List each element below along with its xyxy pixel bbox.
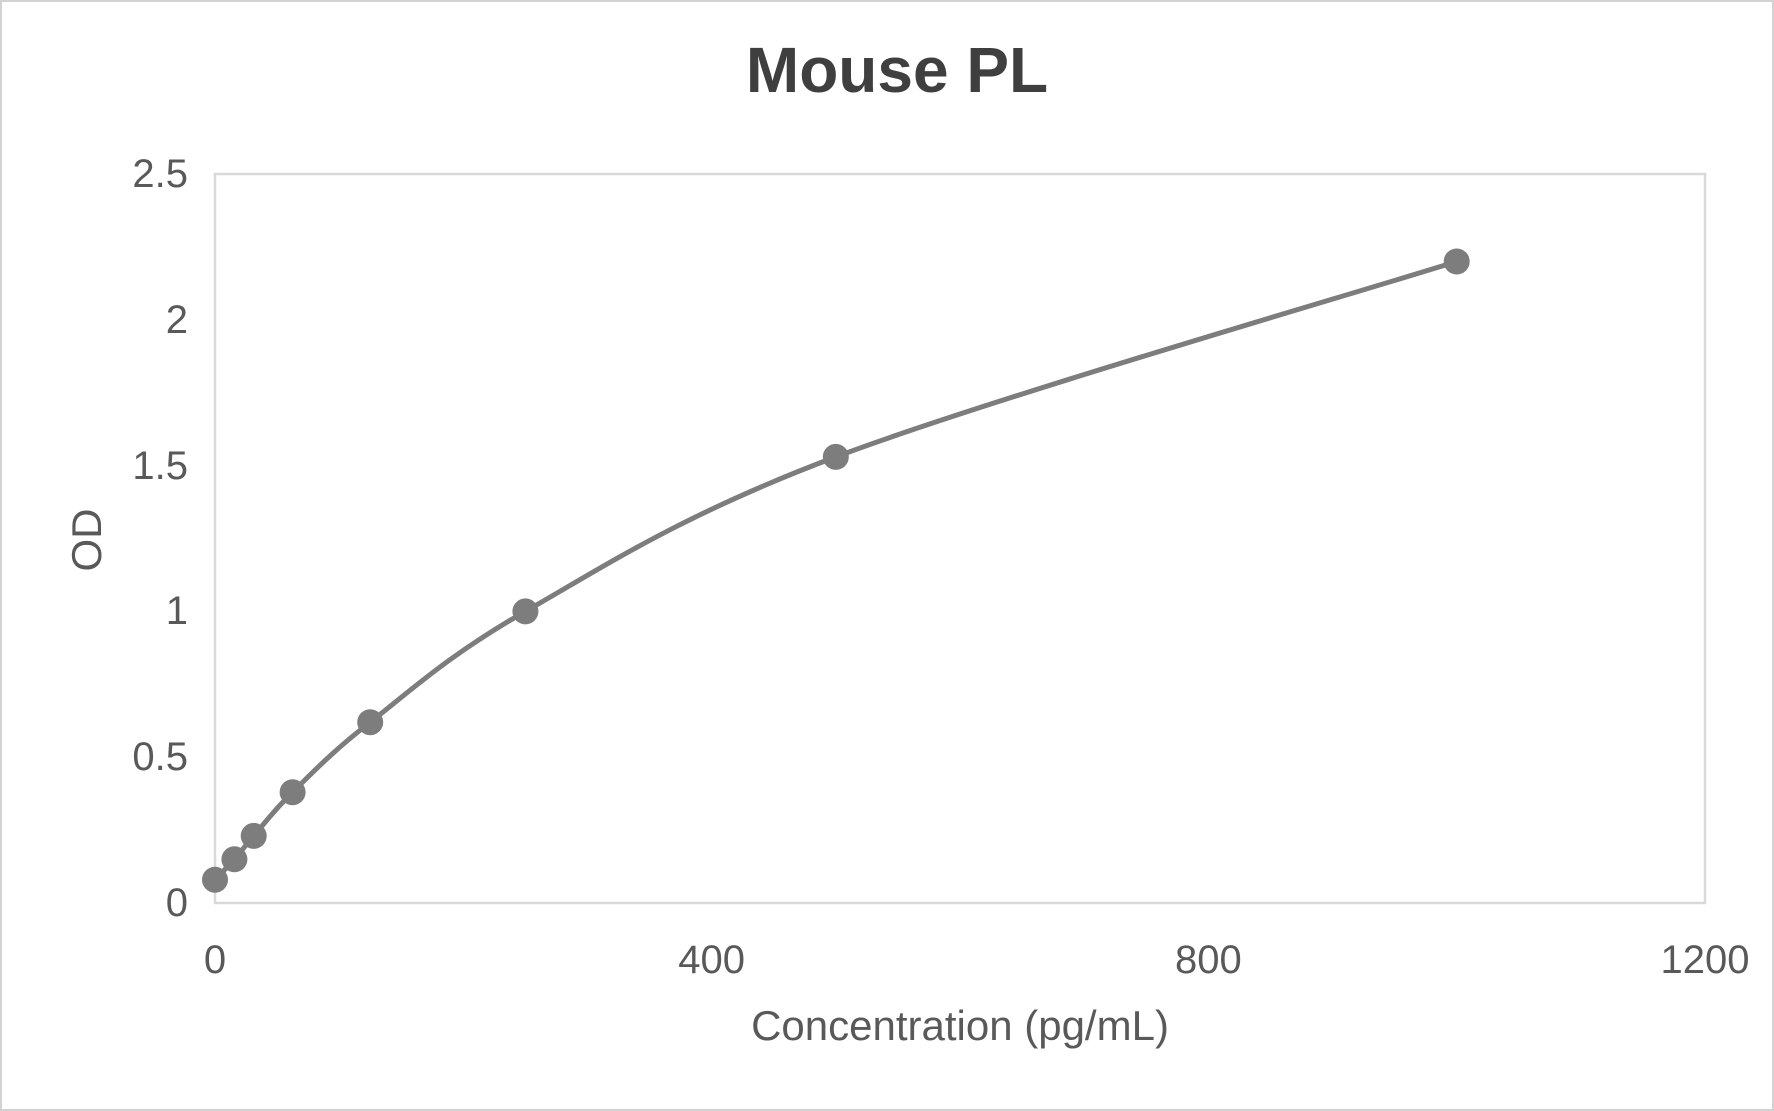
data-point-marker [221, 846, 248, 873]
data-point-marker [202, 866, 228, 893]
data-point-marker [240, 822, 267, 849]
data-point-marker [512, 598, 539, 625]
data-point-marker [279, 779, 306, 806]
data-point-marker [822, 443, 849, 470]
y-axis-tick-label: 0.5 [132, 735, 188, 780]
y-axis-tick-label: 2.5 [132, 152, 188, 196]
y-axis-tick-label: 0 [165, 881, 188, 925]
data-point-marker [1443, 248, 1470, 275]
y-axis-title: OD [63, 508, 110, 572]
x-axis-tick-label: 1200 [1660, 938, 1750, 982]
x-axis-tick-label: 0 [203, 938, 227, 982]
y-axis-tick-label: 1 [165, 589, 188, 634]
data-point-marker [357, 709, 384, 736]
plot-area-border [213, 172, 1707, 905]
standard-curve-line [212, 259, 1460, 883]
x-axis-tick-label: 800 [1174, 938, 1242, 982]
y-axis-tick-label: 2 [165, 297, 188, 342]
chart-title: Mouse PL [745, 34, 1049, 106]
y-axis-tick-label: 1.5 [132, 443, 188, 488]
x-axis-title: Concentration (pg/mL) [751, 1002, 1169, 1049]
x-axis-tick-label: 400 [678, 938, 746, 982]
